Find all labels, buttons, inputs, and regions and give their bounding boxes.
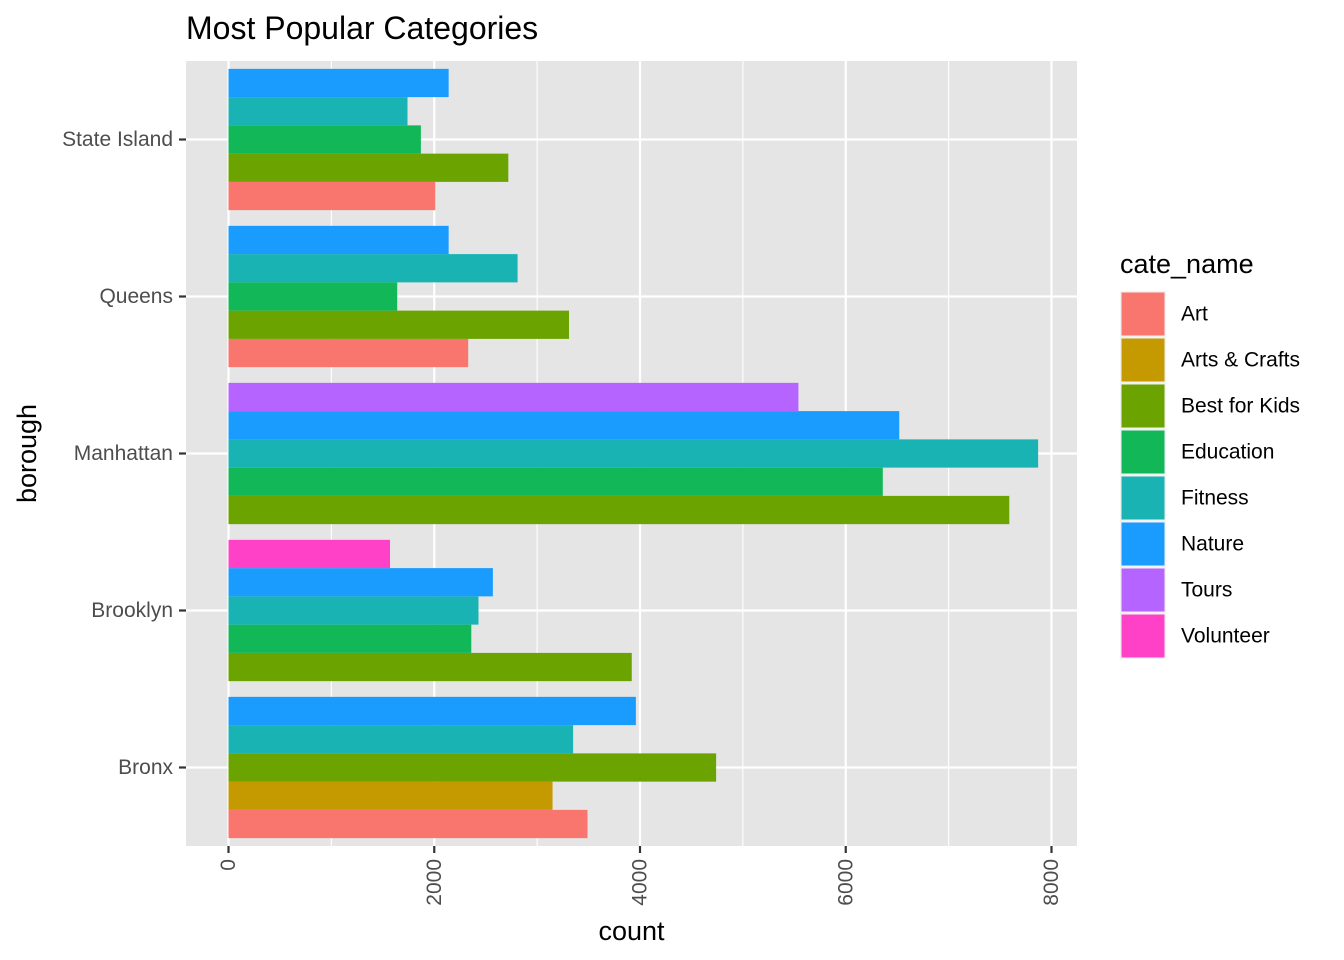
x-tick-label: 2000 [423, 859, 446, 906]
bar-brooklyn-fitness [228, 596, 479, 625]
x-tick-label: 0 [217, 859, 240, 871]
bar-state-island-nature [228, 68, 449, 98]
bar-bronx-best-for-kids [228, 753, 717, 782]
bar-brooklyn-best-for-kids [228, 652, 632, 682]
legend-label: Tours [1181, 579, 1232, 602]
x-axis-title: count [598, 916, 665, 946]
legend-swatch-fitness [1121, 476, 1165, 520]
bar-queens-nature [228, 225, 449, 255]
legend-swatch-best-for-kids [1121, 384, 1165, 428]
legend-label: Nature [1181, 533, 1244, 556]
bar-state-island-fitness [228, 97, 408, 126]
bar-bronx-fitness [228, 725, 574, 754]
y-tick-label: Queens [99, 285, 173, 308]
x-tick-label: 4000 [629, 859, 652, 906]
legend-label: Education [1181, 441, 1274, 464]
x-tick-label: 6000 [834, 859, 857, 906]
bar-brooklyn-nature [228, 568, 493, 597]
bar-manhattan-fitness [228, 439, 1039, 468]
bar-state-island-best-for-kids [228, 153, 509, 182]
bar-bronx-art [228, 809, 588, 839]
bar-queens-education [228, 282, 398, 311]
bar-bronx-nature [228, 696, 636, 726]
legend-swatch-volunteer [1121, 614, 1165, 658]
bar-manhattan-best-for-kids [228, 495, 1010, 525]
legend-label: Volunteer [1181, 625, 1270, 648]
bar-queens-art [228, 338, 469, 368]
legend-swatch-arts-crafts [1121, 338, 1165, 382]
y-tick-label: State Island [62, 128, 173, 151]
y-tick-label: Brooklyn [91, 599, 173, 622]
bars [228, 68, 1039, 839]
bar-queens-fitness [228, 254, 518, 283]
y-axis-title: borough [12, 404, 42, 503]
bar-manhattan-tours [228, 382, 799, 412]
legend-swatch-art [1121, 292, 1165, 336]
legend-swatch-education [1121, 430, 1165, 474]
bar-queens-best-for-kids [228, 310, 570, 339]
bar-bronx-arts-crafts [228, 781, 553, 810]
bar-manhattan-education [228, 467, 883, 496]
legend-swatch-nature [1121, 522, 1165, 566]
legend-title: cate_name [1120, 249, 1254, 279]
bar-state-island-education [228, 125, 421, 154]
bar-state-island-art [228, 181, 436, 211]
bar-manhattan-nature [228, 411, 900, 440]
legend-label: Best for Kids [1181, 395, 1300, 418]
bar-brooklyn-volunteer [228, 539, 391, 569]
axes: 0 2000 4000 6000 8000 Bronx Brooklyn Manhattan Q… [62, 128, 1063, 906]
chart-title: Most Popular Categories [186, 10, 538, 46]
y-tick-label: Bronx [118, 756, 173, 779]
legend-label: Art [1181, 303, 1208, 326]
legend-label: Arts & Crafts [1181, 349, 1300, 372]
legend: cate_name Art Arts & Crafts Best for Kids E… [1120, 249, 1300, 659]
y-tick-label: Manhattan [74, 442, 173, 465]
legend-swatch-tours [1121, 568, 1165, 612]
bar-brooklyn-education [228, 624, 472, 653]
x-tick-label: 8000 [1040, 859, 1063, 906]
legend-label: Fitness [1181, 487, 1249, 510]
